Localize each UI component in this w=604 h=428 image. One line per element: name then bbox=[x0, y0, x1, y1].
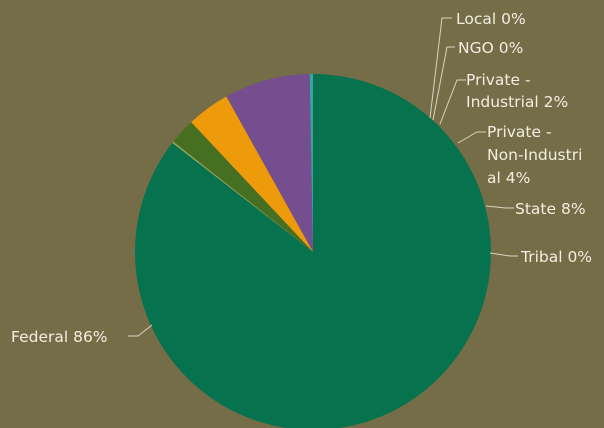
pie-slice-private-non-industrial-4 bbox=[191, 96, 313, 252]
leader-line-private-industrial bbox=[439, 79, 466, 125]
label-private-industrial-line2: Industrial 2% bbox=[466, 93, 568, 111]
label-federal: Federal 86% bbox=[11, 328, 108, 346]
leader-line-ngo bbox=[432, 46, 455, 121]
label-private-non-industrial-line2: Non-Industri bbox=[487, 146, 582, 164]
pie-slice-state-8 bbox=[226, 74, 313, 252]
label-state: State 8% bbox=[515, 200, 586, 218]
label-private-non-industrial-line1: Private - bbox=[487, 123, 552, 141]
leader-line-federal bbox=[128, 324, 153, 337]
label-private-non-industrial-line3: al 4% bbox=[487, 169, 530, 187]
label-private-industrial-line1: Private - bbox=[466, 71, 531, 89]
leader-line-local bbox=[429, 17, 452, 119]
pie-slice-ngo-0 bbox=[173, 141, 313, 252]
pie-slice-local-0 bbox=[172, 142, 313, 252]
label-ngo: NGO 0% bbox=[458, 39, 523, 57]
leader-line-tribal bbox=[489, 252, 518, 257]
leader-line-state bbox=[485, 205, 514, 209]
slice-labels: Local 0% NGO 0% Private - Industrial 2% … bbox=[11, 10, 592, 346]
leader-lines bbox=[128, 17, 518, 337]
label-local: Local 0% bbox=[456, 10, 526, 28]
pie-slice-federal-86 bbox=[135, 74, 491, 428]
leader-line-private-non-industrial bbox=[457, 131, 486, 144]
pie-slices bbox=[135, 73, 491, 428]
pie-slice-tribal-0 bbox=[309, 73, 313, 252]
pie-slice-private-industrial-2 bbox=[173, 122, 313, 253]
label-tribal: Tribal 0% bbox=[520, 248, 592, 266]
